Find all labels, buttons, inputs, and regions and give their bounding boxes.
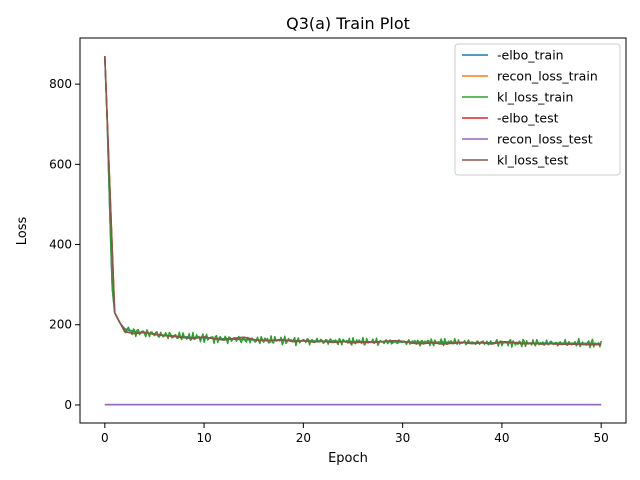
x-tick-label: 20 bbox=[296, 431, 311, 445]
legend-label: -elbo_train bbox=[497, 48, 564, 63]
y-tick-label: 800 bbox=[49, 77, 72, 91]
y-axis-label: Loss bbox=[15, 217, 30, 246]
y-tick-label: 200 bbox=[49, 318, 72, 332]
x-axis: 0 10 20 30 40 50 bbox=[101, 423, 609, 445]
series-line-kl-loss-test bbox=[104, 55, 602, 346]
x-tick-label: 50 bbox=[594, 431, 609, 445]
plot-area-frame bbox=[79, 37, 627, 424]
legend-label: recon_loss_test bbox=[497, 132, 593, 147]
y-tick-label: 600 bbox=[49, 157, 72, 171]
x-tick-label: 10 bbox=[196, 431, 211, 445]
x-axis-label: Epoch bbox=[328, 451, 368, 466]
x-tick-label: 0 bbox=[101, 431, 109, 445]
x-tick-label: 40 bbox=[494, 431, 509, 445]
x-tick-label: 30 bbox=[395, 431, 410, 445]
y-tick-label: 0 bbox=[64, 398, 72, 412]
legend: -elbo_train recon_loss_train kl_loss_train… bbox=[454, 43, 621, 176]
y-axis: 0 200 400 600 800 bbox=[49, 77, 80, 412]
plot-lines bbox=[104, 55, 602, 406]
legend-label: kl_loss_train bbox=[497, 90, 573, 105]
legend-box bbox=[454, 43, 621, 176]
chart-title: Q3(a) Train Plot bbox=[286, 14, 410, 33]
y-tick-label: 400 bbox=[49, 238, 72, 252]
legend-label: recon_loss_train bbox=[497, 69, 598, 84]
legend-label: kl_loss_test bbox=[497, 153, 568, 168]
legend-label: -elbo_test bbox=[497, 111, 559, 126]
